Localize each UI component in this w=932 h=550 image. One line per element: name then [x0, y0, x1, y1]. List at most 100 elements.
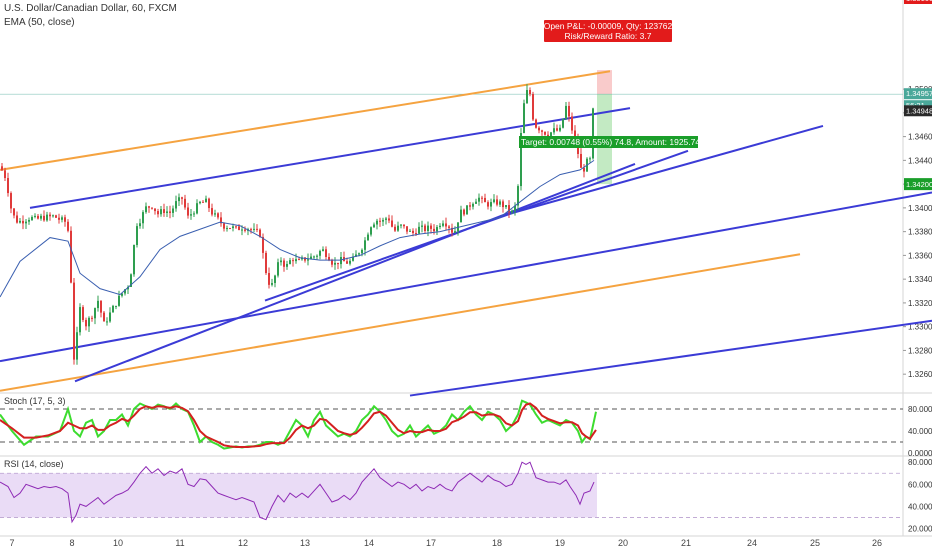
candle-body: [295, 259, 297, 262]
candle-body: [385, 218, 387, 220]
x-tick-label: 11: [175, 538, 184, 548]
candle-body: [415, 233, 417, 235]
candle-body: [445, 223, 447, 227]
candle-body: [409, 230, 411, 232]
candle-body: [442, 223, 444, 226]
candle-body: [517, 186, 519, 206]
ema-line: [0, 159, 595, 298]
x-tick-label: 12: [238, 538, 248, 548]
y-tick-label: 1.32600: [908, 370, 932, 379]
candle-body: [250, 229, 252, 231]
candle-body: [511, 210, 513, 213]
candle-body: [187, 207, 189, 216]
candle-body: [358, 253, 360, 255]
candle-body: [310, 256, 312, 260]
x-tick-label: 19: [555, 538, 565, 548]
candle-body: [127, 287, 129, 290]
candle-body: [355, 254, 357, 257]
candle-body: [526, 90, 528, 104]
candle-body: [91, 317, 93, 319]
candle-body: [184, 198, 186, 208]
candle-body: [553, 128, 555, 133]
candle-body: [505, 205, 507, 208]
candle-body: [397, 225, 399, 231]
candle-body: [328, 256, 330, 261]
candle-body: [280, 260, 282, 263]
candle-body: [430, 225, 432, 229]
candle-body: [421, 225, 423, 227]
y-tick-label: 1.33800: [908, 228, 932, 237]
candle-body: [565, 105, 567, 119]
candle-body: [574, 130, 576, 139]
candle-body: [157, 211, 159, 215]
candle-body: [28, 219, 30, 222]
x-tick-label: 13: [300, 538, 310, 548]
candle-body: [145, 206, 147, 213]
candle-body: [241, 229, 243, 231]
candle-body: [40, 215, 42, 219]
ema-legend: EMA (50, close): [4, 17, 75, 28]
current-price-tag-bg: [904, 88, 932, 100]
candle-body: [220, 217, 222, 224]
rsi-tick-label: 60.0000: [908, 480, 932, 489]
candle-body: [451, 227, 453, 233]
target-price-tag-bg: [904, 178, 932, 191]
candle-body: [334, 262, 336, 265]
target-label: Target: 0.00748 (0.55%) 74.8, Amount: 19…: [519, 136, 700, 148]
candle-body: [478, 197, 480, 202]
stoch-legend: Stoch (17, 5, 3): [4, 396, 66, 406]
target-text: Target: 0.00748 (0.55%) 74.8, Amount: 19…: [521, 137, 700, 147]
candle-body: [115, 305, 117, 307]
candle-body: [175, 201, 177, 209]
candle-body: [19, 220, 21, 223]
candle-body: [244, 229, 246, 231]
candle-body: [520, 133, 522, 187]
candle-body: [454, 231, 456, 233]
stoch-tick-label: 0.0000: [908, 449, 932, 458]
candle-body: [172, 208, 174, 213]
candle-body: [316, 255, 318, 257]
candle-body: [199, 201, 201, 204]
x-tick-label: 26: [872, 538, 882, 548]
candles: [1, 84, 594, 365]
stop-zone: [597, 70, 612, 95]
candle-body: [49, 214, 51, 217]
candle-body: [259, 229, 261, 237]
candle-body: [136, 226, 138, 246]
candle-body: [337, 262, 339, 265]
x-tick-label: 21: [681, 538, 691, 548]
candle-body: [391, 220, 393, 227]
candle-body: [169, 211, 171, 213]
candle-body: [448, 226, 450, 228]
candle-body: [508, 205, 510, 213]
candle-body: [514, 205, 516, 211]
candle-body: [499, 201, 501, 205]
candle-body: [196, 203, 198, 214]
trendline-blue: [29, 107, 631, 209]
x-tick-label: 24: [747, 538, 757, 548]
candle-body: [373, 224, 375, 228]
candle-body: [424, 225, 426, 231]
candle-body: [487, 202, 489, 207]
candle-body: [238, 226, 240, 231]
candle-body: [34, 215, 36, 217]
candle-body: [226, 228, 228, 230]
candle-body: [121, 293, 123, 296]
candle-body: [502, 201, 504, 208]
candle-body: [265, 252, 267, 274]
stoch-k-line: [0, 399, 597, 450]
x-tick-label: 7: [9, 538, 14, 548]
candle-body: [37, 215, 39, 219]
current-price-tag: 1.34957: [906, 89, 932, 98]
candle-body: [439, 225, 441, 228]
candle-body: [463, 209, 465, 215]
candle-body: [178, 197, 180, 202]
y-tick-label: 1.33600: [908, 251, 932, 260]
candle-body: [541, 130, 543, 132]
candle-body: [133, 245, 135, 275]
candle-body: [22, 220, 24, 224]
stoch-tick-label: 40.0000: [908, 427, 932, 436]
candle-body: [166, 211, 168, 213]
candle-body: [235, 226, 237, 228]
